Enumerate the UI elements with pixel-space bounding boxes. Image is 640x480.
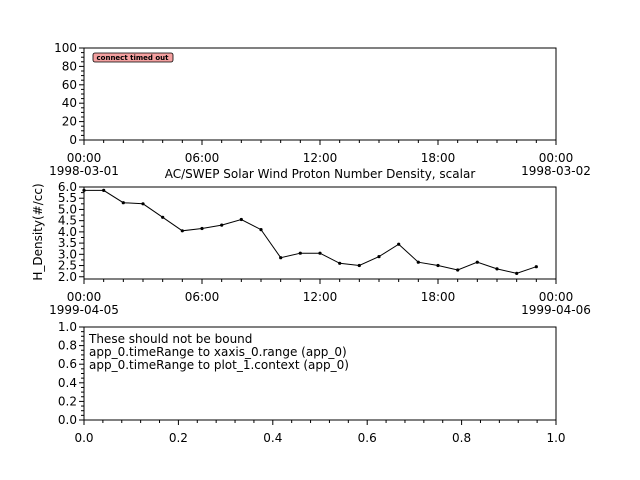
y-tick-label: 20 — [62, 115, 77, 129]
y-tick-label: 0.8 — [58, 339, 77, 353]
panel-3-unbound-note: These should not be bound app_0.timeRang… — [58, 320, 566, 445]
note-line-3: app_0.timeRange to plot_1.context (app_0… — [89, 358, 349, 372]
x-tick-label: 0.8 — [452, 431, 471, 445]
density-data-point — [397, 242, 401, 246]
density-data-point — [121, 201, 125, 205]
note-line-1: These should not be bound — [88, 332, 252, 346]
badge-background — [92, 52, 174, 63]
density-data-point — [357, 263, 361, 268]
x-tick-date-label: 1999-04-06 — [521, 303, 591, 317]
density-data-point — [239, 217, 243, 222]
y-tick-label: 2.5 — [58, 259, 77, 273]
x-tick-time-label: 00:00 — [67, 290, 102, 304]
x-tick-time-label: 18:00 — [421, 290, 456, 304]
density-data-point — [200, 226, 204, 231]
density-data-point — [82, 188, 86, 192]
density-data-point — [416, 260, 420, 264]
note-line-2: app_0.timeRange to xaxis_0.range (app_0) — [89, 345, 347, 359]
y-tick-label: 80 — [62, 59, 77, 73]
panel-2-proton-density: AC/SWEP Solar Wind Proton Number Density… — [31, 167, 591, 317]
y-tick-label: 40 — [62, 96, 77, 110]
density-data-point — [338, 261, 342, 265]
y-tick-label: 3.0 — [58, 247, 77, 261]
y-tick-label: 0 — [69, 133, 77, 147]
density-data-point — [515, 271, 519, 275]
density-data-point — [436, 263, 440, 268]
y-tick-label: 0.6 — [58, 357, 77, 371]
x-tick-label: 0.2 — [169, 431, 188, 445]
density-data-point — [180, 229, 184, 233]
y-tick-label: 4.0 — [58, 225, 77, 239]
x-tick-label: 0.0 — [74, 431, 93, 445]
x-tick-time-label: 06:00 — [185, 290, 220, 304]
density-data-point — [220, 223, 224, 227]
density-data-point — [456, 268, 460, 272]
y-tick-label: 60 — [62, 78, 77, 92]
panel-2-ylabel: H_Density(#/cc) — [31, 183, 45, 280]
y-tick-label: 1.0 — [58, 320, 77, 334]
x-tick-date-label: 1998-03-01 — [49, 164, 119, 178]
panel-2-series — [82, 188, 538, 275]
density-data-point — [298, 251, 302, 255]
x-tick-label: 0.4 — [263, 431, 282, 445]
x-tick-time-label: 00:00 — [67, 151, 102, 165]
density-data-point — [161, 215, 165, 219]
x-tick-time-label: 00:00 — [539, 290, 574, 304]
y-tick-label: 5.5 — [58, 191, 77, 205]
x-tick-date-label: 1999-04-05 — [49, 303, 119, 317]
x-tick-label: 0.6 — [358, 431, 377, 445]
density-data-point — [318, 251, 322, 255]
density-data-point — [102, 188, 106, 192]
panel-3-axes: 1.0 0.8 0.6 0.4 0.2 0.0 0.0 0.2 0.4 0.6 0.8 1.0 — [58, 320, 566, 445]
x-tick-date-label: 1998-03-02 — [521, 164, 591, 178]
x-tick-time-label: 06:00 — [185, 151, 220, 165]
x-tick-time-label: 18:00 — [421, 151, 456, 165]
y-tick-label: 5.0 — [58, 202, 77, 216]
x-tick-time-label: 12:00 — [303, 290, 338, 304]
y-tick-label: 2.0 — [58, 270, 77, 284]
panel-2-title: AC/SWEP Solar Wind Proton Number Density… — [165, 167, 476, 181]
x-tick-time-label: 12:00 — [303, 151, 338, 165]
y-tick-label: 0.2 — [58, 394, 77, 408]
y-tick-label: 3.5 — [58, 236, 77, 250]
density-data-point — [279, 256, 283, 260]
y-tick-label: 4.5 — [58, 214, 77, 228]
y-tick-label: 100 — [54, 41, 77, 55]
y-tick-label: 0.0 — [58, 413, 77, 427]
density-data-point — [259, 228, 263, 232]
panel-1-empty-timeseries: connect timed out 10080604020000:001998-… — [49, 41, 591, 178]
connect-timed-out-badge: connect timed out — [92, 52, 174, 63]
density-data-point — [377, 255, 381, 259]
x-tick-time-label: 00:00 — [539, 151, 574, 165]
density-data-point — [495, 267, 499, 271]
density-data-point — [475, 260, 479, 264]
density-data-point — [141, 202, 145, 206]
x-tick-label: 1.0 — [546, 431, 565, 445]
badge-label: connect timed out — [97, 54, 170, 62]
density-series-line — [84, 189, 537, 274]
panel-2-axes: 6.05.55.04.54.03.53.02.52.000:001999-04-… — [49, 180, 591, 317]
y-tick-label: 6.0 — [58, 180, 77, 194]
density-data-point — [534, 265, 538, 269]
y-tick-label: 0.4 — [58, 376, 77, 390]
